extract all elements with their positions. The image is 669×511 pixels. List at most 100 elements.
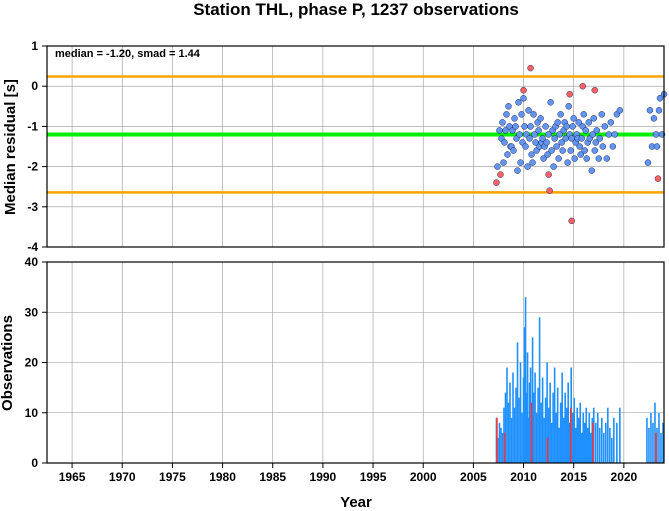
normal-point	[512, 123, 519, 130]
normal-point	[565, 103, 572, 110]
x-tick-label: 2010	[510, 470, 537, 484]
x-tick-label: 1995	[360, 470, 387, 484]
observation-bar	[540, 402, 542, 463]
observation-bar	[585, 407, 588, 463]
outlier-observation-bar	[546, 437, 549, 463]
observation-bar	[504, 392, 507, 463]
observation-bar	[534, 372, 536, 463]
x-tick-label: 1990	[310, 470, 337, 484]
normal-point	[524, 163, 531, 170]
normal-point	[516, 131, 523, 138]
observation-bar	[516, 342, 519, 463]
observation-bar	[650, 412, 652, 463]
normal-point	[517, 159, 524, 166]
normal-point	[502, 127, 509, 134]
normal-point	[598, 111, 606, 118]
observation-bar	[556, 387, 559, 463]
observations-y-tick-label: 30	[25, 305, 39, 319]
normal-point	[522, 143, 529, 150]
normal-point	[504, 151, 511, 158]
normal-point	[558, 139, 565, 146]
outlier-point	[579, 82, 586, 90]
observation-bar	[613, 417, 615, 463]
normal-point	[505, 103, 512, 110]
observations-y-label: Observations	[0, 315, 16, 411]
observation-bar	[522, 377, 525, 463]
observation-bar	[538, 317, 541, 463]
observation-bar	[509, 382, 511, 463]
observation-bar	[589, 432, 592, 463]
x-tick-label: 1985	[259, 470, 286, 484]
observation-bar	[577, 417, 580, 463]
observation-bar	[582, 412, 585, 463]
x-tick-label: 1965	[59, 470, 86, 484]
normal-point	[542, 123, 549, 130]
observation-bar	[515, 387, 517, 463]
observation-bar	[498, 422, 501, 463]
normal-point	[545, 131, 552, 138]
normal-point	[652, 131, 660, 138]
observation-bar	[654, 402, 656, 463]
observation-bar	[652, 422, 654, 463]
normal-point	[539, 135, 546, 142]
observation-bar	[529, 367, 532, 463]
normal-point	[556, 131, 563, 138]
outlier-point	[591, 86, 599, 94]
outlier-point	[654, 175, 662, 182]
normal-point	[611, 131, 619, 138]
observations-y-ticks: 40 30 20 10 0	[25, 255, 47, 470]
observation-bar	[535, 412, 538, 463]
normal-point	[592, 139, 600, 146]
observation-bar	[588, 412, 591, 463]
normal-point	[564, 159, 571, 166]
observation-bar	[605, 422, 607, 463]
normal-point	[553, 143, 560, 150]
normal-point	[646, 107, 654, 114]
observation-bar	[564, 392, 566, 463]
normal-point	[605, 131, 613, 138]
normal-point	[580, 111, 587, 118]
observation-bar	[544, 397, 547, 463]
observation-bar	[576, 407, 579, 463]
observations-y-tick-label: 20	[25, 356, 39, 370]
normal-point	[603, 155, 611, 162]
normal-point	[590, 115, 598, 122]
observation-bar	[531, 337, 534, 463]
normal-point	[535, 127, 542, 134]
normal-point	[529, 159, 536, 166]
outlier-observation-bar	[591, 422, 594, 463]
median-annotation: median = -1.20, smad = 1.44	[55, 48, 201, 60]
normal-point	[650, 115, 658, 122]
observation-bar	[512, 372, 514, 463]
chart-title: Station THL, phase P, 1237 observations	[193, 0, 519, 19]
residual-y-ticks: 1 0 -1 -2 -3 -4	[27, 39, 47, 254]
observation-bar	[583, 422, 586, 463]
observation-bar	[579, 402, 582, 463]
normal-point	[656, 95, 664, 102]
observation-bar	[600, 417, 603, 463]
normal-point	[583, 155, 590, 162]
outlier-observation-bar	[503, 432, 506, 463]
observation-bar	[656, 427, 658, 463]
x-axis-label: Year	[340, 494, 372, 511]
outlier-point	[568, 217, 575, 225]
x-tick-label: 1975	[159, 470, 186, 484]
residual-points	[493, 64, 668, 225]
observation-bar	[559, 402, 562, 463]
observation-bar	[648, 427, 650, 463]
normal-point	[530, 111, 537, 118]
observation-bar	[607, 407, 609, 463]
observations-y-tick-label: 40	[25, 255, 39, 269]
normal-point	[616, 107, 624, 114]
normal-point	[591, 147, 599, 154]
normal-point	[531, 131, 538, 138]
observation-bar	[546, 362, 548, 463]
outlier-point	[527, 64, 534, 72]
observation-bar	[619, 407, 621, 463]
normal-point	[551, 135, 558, 142]
observation-bar	[528, 382, 531, 463]
observation-bar	[523, 327, 526, 463]
observation-bar	[519, 362, 522, 463]
observation-bar	[518, 397, 520, 463]
outlier-observation-bar	[569, 407, 572, 463]
